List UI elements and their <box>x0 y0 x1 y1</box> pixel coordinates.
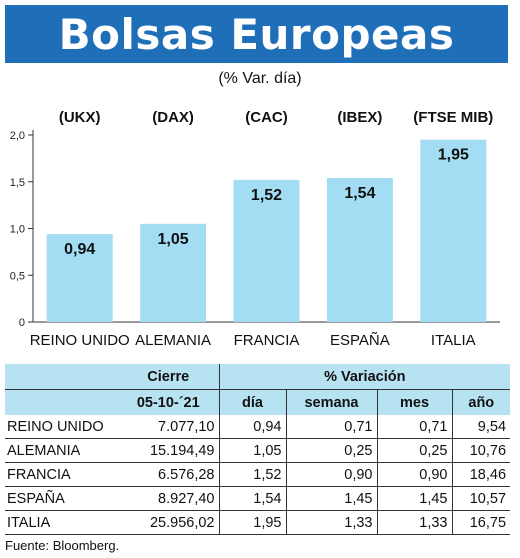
table-row: ESPAÑA 8.927,40 1,54 1,45 1,45 10,57 <box>5 486 511 511</box>
row-mes: 0,90 <box>376 462 452 487</box>
category-label: ESPAÑA <box>330 332 390 349</box>
bar-value-label: 1,54 <box>344 185 375 202</box>
row-name: ESPAÑA <box>5 486 118 511</box>
row-ano: 16,75 <box>451 510 511 535</box>
index-label: (IBEX) <box>337 109 382 126</box>
row-dia: 1,95 <box>218 510 286 535</box>
row-semana: 1,45 <box>285 486 377 511</box>
row-ano: 9,54 <box>451 415 511 439</box>
header-blank-2 <box>5 389 118 415</box>
header-dia: día <box>218 389 286 415</box>
row-mes: 0,25 <box>376 438 452 463</box>
index-label: (FTSE MIB) <box>413 109 493 126</box>
bar <box>233 179 300 322</box>
y-tick-label: 0,5 <box>10 270 25 282</box>
row-semana: 0,25 <box>285 438 377 463</box>
bar <box>140 223 207 322</box>
row-dia: 0,94 <box>218 415 286 439</box>
row-cierre: 7.077,10 <box>118 415 219 439</box>
category-label: ALEMANIA <box>135 332 211 349</box>
source-note: Fuente: Bloomberg. <box>5 538 120 553</box>
row-mes: 1,45 <box>376 486 452 511</box>
header-variacion: % Variación <box>218 364 511 390</box>
page-title: Bolsas Europeas <box>58 9 455 59</box>
bar <box>46 234 113 322</box>
bar-value-label: 1,05 <box>158 231 189 248</box>
row-cierre: 25.956,02 <box>118 510 219 535</box>
table-row: FRANCIA 6.576,28 1,52 0,90 0,90 18,46 <box>5 462 511 487</box>
row-dia: 1,52 <box>218 462 286 487</box>
row-cierre: 15.194,49 <box>118 438 219 463</box>
row-mes: 1,33 <box>376 510 452 535</box>
data-table-container: Cierre % Variación 05-10-´21 día semana … <box>5 364 511 535</box>
index-label: (UKX) <box>59 109 101 126</box>
bar-chart: 0 0,5 1,0 1,5 2,0 0,94 (UKX) REINO UNIDO 1,05 (DA… <box>10 109 500 349</box>
category-label: FRANCIA <box>234 332 300 349</box>
y-tick-label: 2,0 <box>10 130 25 142</box>
header-date: 05-10-´21 <box>118 389 219 415</box>
category-label: REINO UNIDO <box>30 332 130 349</box>
row-semana: 0,71 <box>285 415 377 439</box>
index-label: (DAX) <box>152 109 194 126</box>
data-table: Cierre % Variación 05-10-´21 día semana … <box>5 364 511 535</box>
header-semana: semana <box>285 389 377 415</box>
title-banner: Bolsas Europeas <box>5 5 508 63</box>
y-tick-label: 1,0 <box>10 224 25 236</box>
header-cierre: Cierre <box>118 364 219 390</box>
row-ano: 10,76 <box>451 438 511 463</box>
row-semana: 1,33 <box>285 510 377 535</box>
index-label: (CAC) <box>245 109 288 126</box>
row-dia: 1,05 <box>218 438 286 463</box>
row-name: REINO UNIDO <box>5 415 118 439</box>
bar-value-label: 1,95 <box>438 147 469 164</box>
y-tick-label: 1,5 <box>10 177 25 189</box>
row-mes: 0,71 <box>376 415 452 439</box>
header-blank <box>5 364 118 390</box>
chart-subtitle: (% Var. día) <box>218 70 302 87</box>
table-row: ALEMANIA 15.194,49 1,05 0,25 0,25 10,76 <box>5 438 511 463</box>
table-row: REINO UNIDO 7.077,10 0,94 0,71 0,71 9,54 <box>5 415 511 439</box>
row-name: ALEMANIA <box>5 438 118 463</box>
row-ano: 10,57 <box>451 486 511 511</box>
row-name: ITALIA <box>5 510 118 535</box>
table-row: ITALIA 25.956,02 1,95 1,33 1,33 16,75 <box>5 510 511 535</box>
header-mes: mes <box>376 389 452 415</box>
row-cierre: 8.927,40 <box>118 486 219 511</box>
row-name: FRANCIA <box>5 462 118 487</box>
bar-value-label: 0,94 <box>64 241 95 258</box>
bar <box>420 139 487 322</box>
bar-value-label: 1,52 <box>251 187 282 204</box>
row-semana: 0,90 <box>285 462 377 487</box>
header-ano: año <box>451 389 511 415</box>
category-label: ITALIA <box>431 332 476 349</box>
row-ano: 18,46 <box>451 462 511 487</box>
y-tick-label: 0 <box>19 317 25 329</box>
row-dia: 1,54 <box>218 486 286 511</box>
bar <box>326 178 393 322</box>
row-cierre: 6.576,28 <box>118 462 219 487</box>
